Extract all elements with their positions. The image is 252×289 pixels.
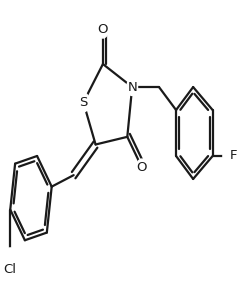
Circle shape [127, 79, 138, 95]
Text: O: O [137, 161, 147, 174]
Circle shape [3, 248, 18, 271]
Circle shape [98, 21, 108, 38]
Text: Cl: Cl [4, 263, 17, 276]
Text: N: N [127, 81, 137, 94]
Circle shape [223, 149, 232, 163]
Text: S: S [79, 96, 88, 109]
Circle shape [77, 93, 89, 112]
Circle shape [137, 159, 147, 176]
Text: O: O [98, 23, 108, 36]
Text: F: F [230, 149, 238, 162]
